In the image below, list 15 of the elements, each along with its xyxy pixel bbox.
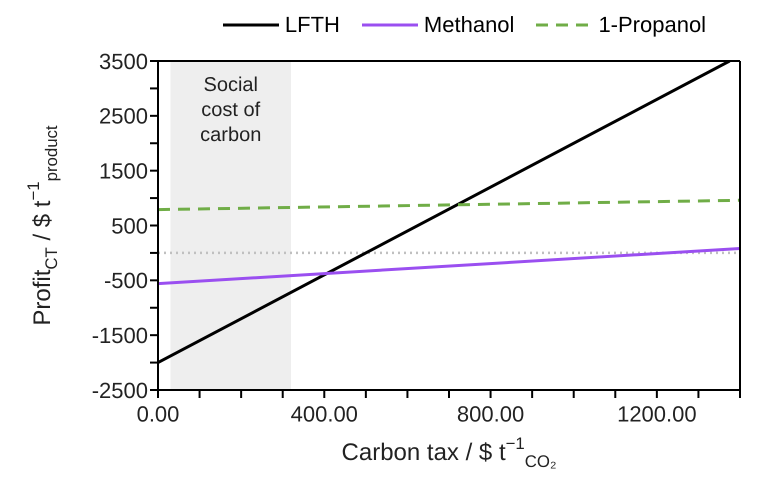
y-tick-label: -500 — [104, 268, 148, 294]
y-tick-label: -1500 — [92, 322, 148, 348]
legend-label: 1-Propanol — [598, 12, 706, 38]
x-tick-label: 0.00 — [136, 402, 180, 427]
y-tick-label: -2500 — [92, 378, 148, 403]
legend-label: Methanol — [424, 12, 514, 38]
y-tick-label: 500 — [111, 213, 148, 238]
x-tick-label: 800.00 — [456, 402, 524, 427]
y-tick-label: 3500 — [99, 48, 148, 74]
x-tick-label: 1200.00 — [617, 402, 697, 427]
band-label: Social cost of carbon — [200, 74, 262, 146]
y-tick-label: 2500 — [99, 104, 148, 129]
legend-label: LFTH — [284, 12, 340, 38]
y-tick-label: 1500 — [99, 158, 148, 184]
x-tick-label: 400.00 — [290, 402, 358, 427]
